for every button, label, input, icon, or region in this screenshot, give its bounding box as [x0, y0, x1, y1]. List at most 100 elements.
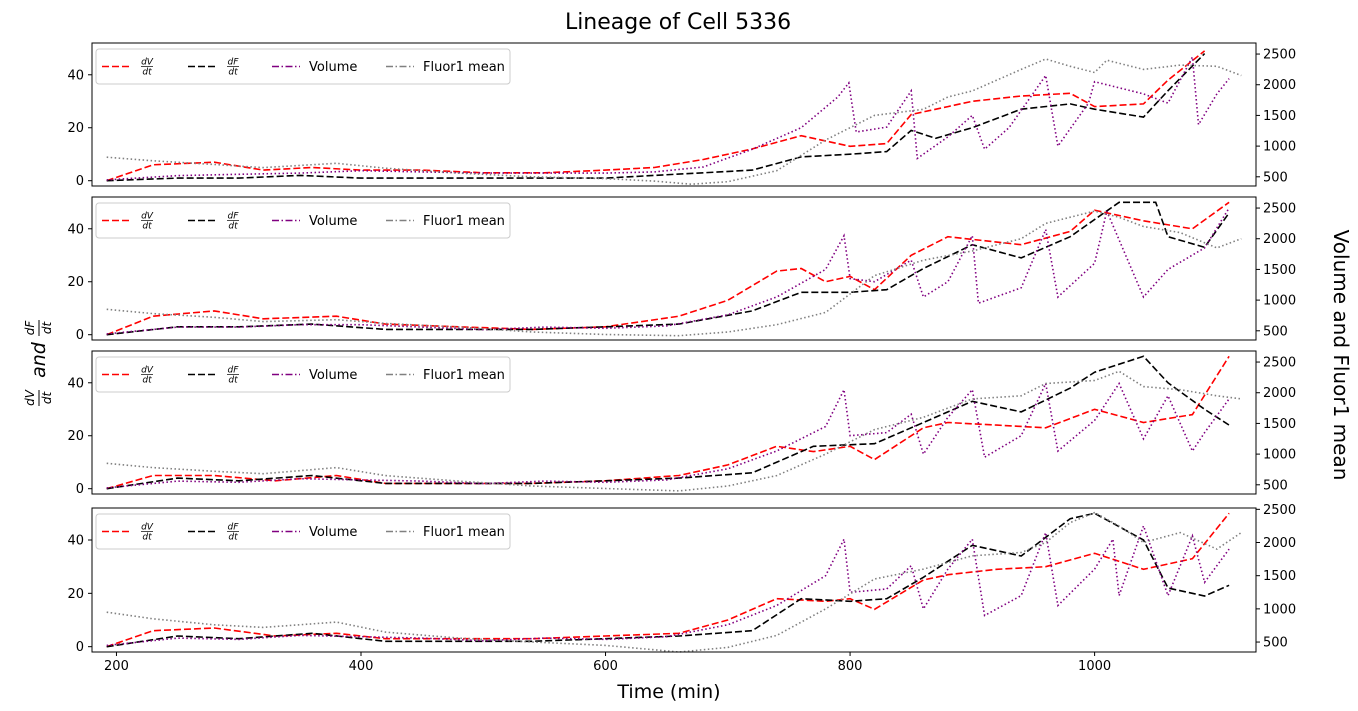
panel-4-legend-den-df: dt	[228, 533, 238, 543]
panel-4-legend-box	[95, 513, 511, 550]
panel-3-right-tick-label: 1000	[1263, 448, 1296, 463]
panel-2-legend-den-dv: dt	[142, 222, 152, 232]
panel-2-right-tick-label: 2000	[1263, 232, 1296, 247]
panel-4-legend-num-df: dF	[228, 523, 240, 533]
panel-1-left-tick-label: 40	[67, 68, 84, 83]
panel-1-legend-label-vol: Volume	[309, 60, 357, 75]
panel-1-legend-num-df: dF	[228, 58, 240, 68]
panel-4-legend-den-dv: dt	[142, 533, 152, 543]
x-tick-label: 600	[593, 659, 618, 674]
panel-1-right-tick-label: 1000	[1263, 140, 1296, 155]
panel-1-right-tick-label: 2500	[1263, 48, 1296, 63]
panel-2-frame	[91, 196, 1257, 341]
panel-4: 0 20 40 500 1000 1500 2000 2500 200 400 600 800 1000…	[67, 503, 1296, 674]
panel-3-legend-label-fl: Fluor1 mean	[423, 368, 505, 383]
panel-4-series-df	[106, 512, 1230, 648]
panel-3-legend-label-vol: Volume	[309, 368, 357, 383]
panel-2-series-df	[106, 201, 1230, 336]
x-tick-label: 800	[838, 659, 863, 674]
panel-3-left-tick-label: 0	[76, 482, 84, 497]
panel-4-left-tick-label: 0	[76, 640, 84, 655]
panel-2-right-tick-label: 1500	[1263, 263, 1296, 278]
panel-3-legend-den-dv: dt	[142, 376, 152, 386]
panel-3-right-tick-label: 2500	[1263, 356, 1296, 371]
panel-4-legend-label-vol: Volume	[309, 525, 357, 540]
panel-4-right-tick-label: 1000	[1263, 602, 1296, 617]
panel-2-legend-label-fl: Fluor1 mean	[423, 214, 505, 229]
panel-1-left-tick-label: 20	[67, 121, 84, 136]
panel-4-legend-num-dv: dV	[141, 523, 154, 533]
panel-4-left-tick-label: 20	[67, 587, 84, 602]
panel-3-legend-num-df: dF	[228, 366, 240, 376]
x-tick-label: 200	[104, 659, 129, 674]
panel-3-legend-box	[95, 356, 511, 393]
panel-1-right-tick-label: 2000	[1263, 78, 1296, 93]
x-tick-label: 400	[349, 659, 374, 674]
panel-3-series-dv	[106, 355, 1230, 490]
panel-2-legend-den-df: dt	[228, 222, 238, 232]
figure-title: Lineage of Cell 5336	[565, 10, 791, 35]
panel-2-right-tick-label: 500	[1263, 324, 1288, 339]
panel-1-frame	[91, 42, 1257, 187]
panel-4-series-vol	[106, 523, 1230, 647]
panel-2-legend-label-vol: Volume	[309, 214, 357, 229]
panel-1-series-fl	[106, 58, 1242, 186]
panel-2-right-tick-label: 2500	[1263, 202, 1296, 217]
panel-3-left-tick-label: 20	[67, 429, 84, 444]
panel-1-legend-den-dv: dt	[142, 68, 152, 78]
panel-2-legend-num-dv: dV	[141, 212, 154, 222]
panel-3-series-df	[106, 355, 1230, 490]
panel-3-series-fl	[106, 370, 1242, 492]
panel-3-legend-den-df: dt	[228, 376, 238, 386]
panel-3-legend-num-dv: dV	[141, 366, 154, 376]
ylabel-dv-num: dV	[23, 389, 37, 406]
panel-4-right-tick-label: 1500	[1263, 569, 1296, 584]
panel-1-legend-den-df: dt	[228, 68, 238, 78]
ylabel-and: and	[28, 341, 50, 378]
panel-1-right-tick-label: 500	[1263, 170, 1288, 185]
panel-3-left-tick-label: 40	[67, 376, 84, 391]
panel-1-series-df	[106, 53, 1206, 182]
left-y-axis-label: dV dt and dF dt	[23, 320, 54, 406]
panel-2-series-vol	[106, 207, 1230, 335]
panel-3-right-tick-label: 2000	[1263, 386, 1296, 401]
panel-4-right-tick-label: 2500	[1263, 503, 1296, 518]
ylabel-df-den: dt	[40, 321, 54, 335]
ylabel-dv-den: dt	[40, 391, 54, 405]
panel-2-right-tick-label: 1000	[1263, 294, 1296, 309]
panel-2-series-dv	[106, 201, 1230, 336]
panel-4-frame	[91, 507, 1257, 653]
panel-2-left-tick-label: 20	[67, 275, 84, 290]
panel-3-right-tick-label: 500	[1263, 478, 1288, 493]
panel-2-left-tick-label: 40	[67, 222, 84, 237]
panel-3-right-tick-label: 1500	[1263, 417, 1296, 432]
ylabel-df-num: dF	[23, 320, 37, 336]
panel-2-legend-box	[95, 202, 511, 239]
panel-1-legend-label-fl: Fluor1 mean	[423, 60, 505, 75]
panel-4-series-fl	[106, 511, 1242, 653]
panel-1-legend-num-dv: dV	[141, 58, 154, 68]
panel-2-series-fl	[106, 210, 1242, 337]
x-tick-label: 1000	[1078, 659, 1111, 674]
right-y-axis-label: Volume and Fluor1 mean	[1329, 230, 1353, 481]
panel-4-left-tick-label: 40	[67, 534, 84, 549]
x-axis-label: Time (min)	[616, 681, 720, 703]
panel-1-left-tick-label: 0	[76, 174, 84, 189]
panel-3-series-vol	[106, 380, 1230, 489]
panel-4-legend-label-fl: Fluor1 mean	[423, 525, 505, 540]
panel-1-legend-box	[95, 48, 511, 85]
panel-2-legend-num-df: dF	[228, 212, 240, 222]
panel-3-frame	[91, 350, 1257, 495]
panel-2-left-tick-label: 0	[76, 328, 84, 343]
panel-4-right-tick-label: 2000	[1263, 536, 1296, 551]
panel-1-right-tick-label: 1500	[1263, 109, 1296, 124]
